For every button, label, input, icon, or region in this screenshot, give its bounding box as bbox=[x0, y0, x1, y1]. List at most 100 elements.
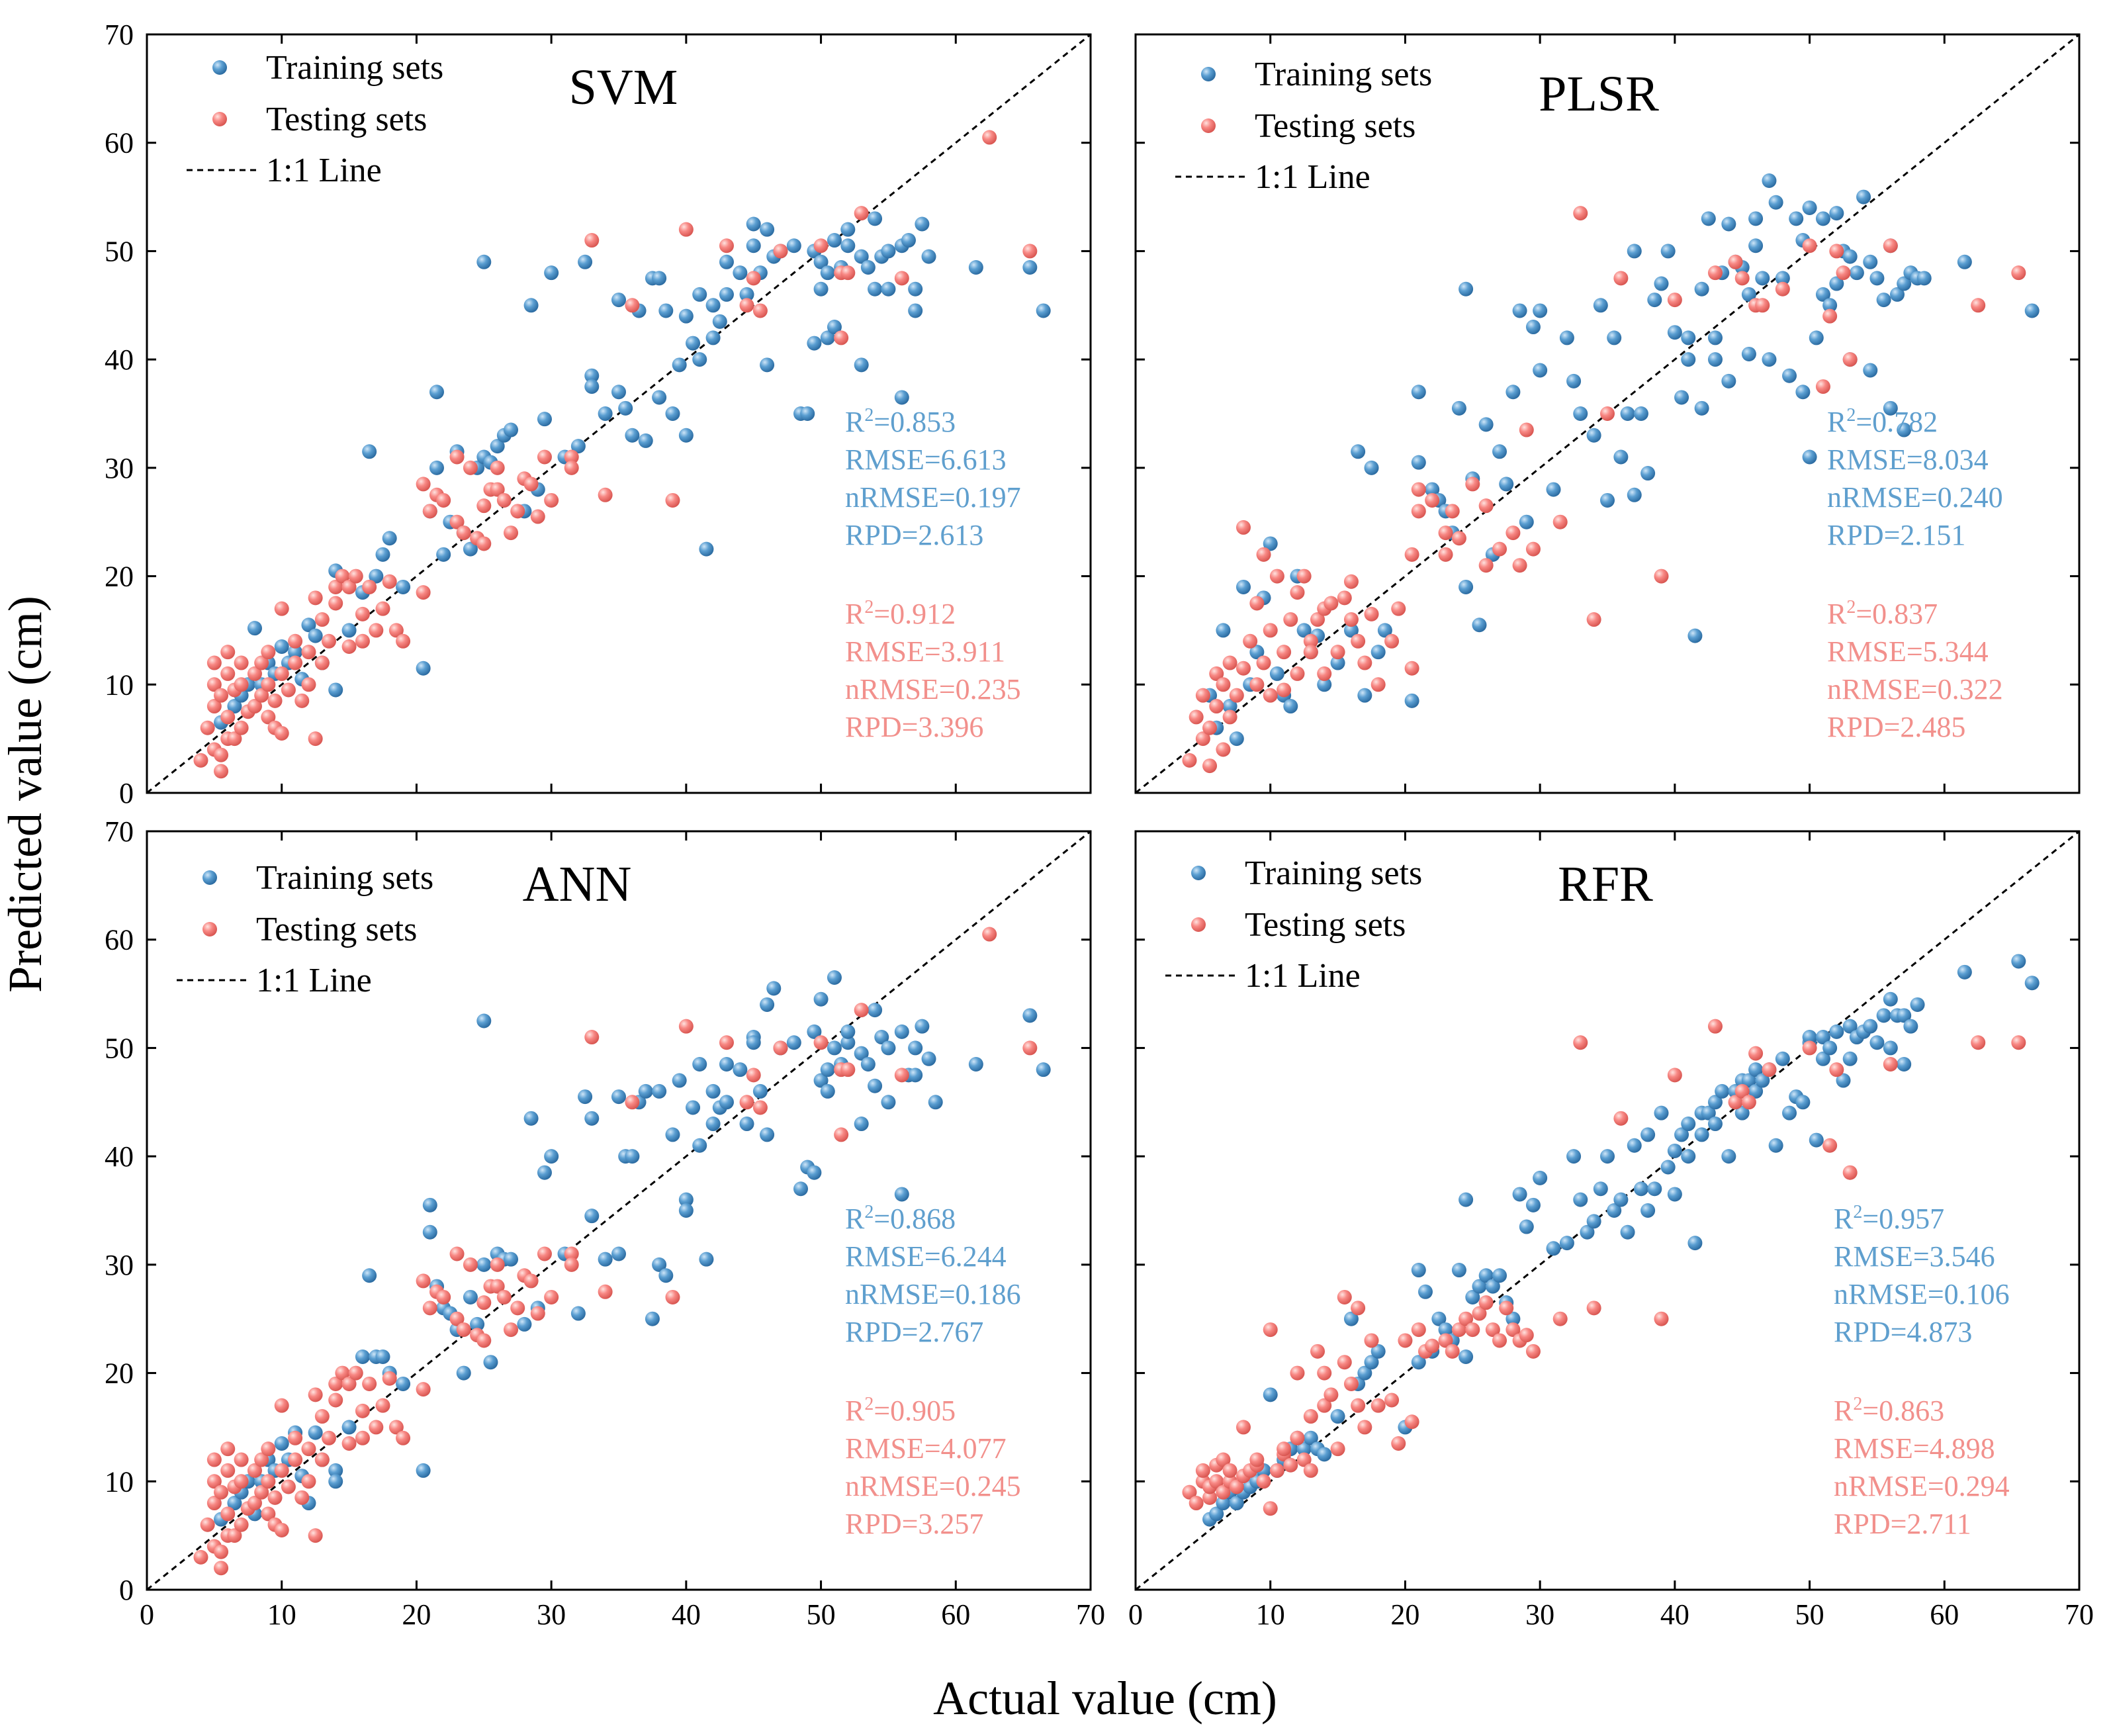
ann-training-point bbox=[686, 1100, 701, 1115]
rfr-training-point bbox=[1903, 1019, 1918, 1034]
rfr-training-point bbox=[1566, 1149, 1582, 1164]
svm-testing-point bbox=[564, 449, 579, 465]
plsr-training-point bbox=[1525, 320, 1541, 335]
ann-testing-point bbox=[261, 1506, 276, 1522]
rfr-legend-testing-label: Testing sets bbox=[1245, 906, 1406, 944]
plsr-train-stat-nrmse: nRMSE=0.240 bbox=[1827, 481, 2003, 514]
ann-testing-point bbox=[388, 1420, 404, 1435]
svm-training-point bbox=[416, 661, 431, 676]
plsr-testing-point bbox=[1277, 682, 1292, 698]
plsr-training-point bbox=[1633, 406, 1648, 421]
ann-testing-point bbox=[449, 1246, 465, 1261]
rfr-training-point bbox=[1370, 1344, 1386, 1359]
ann-training-point bbox=[733, 1062, 748, 1077]
ann-testing-point bbox=[496, 1289, 512, 1304]
ann-testing-point bbox=[314, 1409, 330, 1424]
ann-training-point bbox=[672, 1073, 687, 1088]
ann-legend-training-label: Training sets bbox=[256, 859, 433, 897]
ann-training-point bbox=[422, 1224, 437, 1240]
rfr-training-point bbox=[1451, 1263, 1466, 1278]
ann-training-point bbox=[705, 1117, 721, 1132]
ann-training-point bbox=[504, 1252, 519, 1267]
ann-training-point bbox=[868, 1003, 883, 1018]
ann-training-point bbox=[611, 1089, 626, 1105]
panel-ann: 00 10 10 20 20 30 30 40 40 50 50 60 60 70 70 ANN Trainin… bbox=[105, 815, 1105, 1631]
ann-testing-point bbox=[504, 1322, 519, 1338]
rfr-testing-point bbox=[1222, 1463, 1237, 1478]
plsr-testing-point bbox=[1836, 265, 1851, 281]
plsr-testing-point bbox=[1235, 520, 1251, 535]
ann-training-point bbox=[760, 1127, 775, 1142]
svm-testing-point bbox=[274, 725, 289, 741]
ann-testing-point bbox=[214, 1485, 229, 1500]
plsr-training-point bbox=[1897, 276, 1912, 291]
ann-testing-point bbox=[200, 1517, 215, 1532]
svm-training-point bbox=[490, 439, 505, 454]
plsr-testing-point bbox=[1842, 352, 1858, 367]
ann-y-tick-label: 40 bbox=[105, 1140, 134, 1173]
plsr-testing-point bbox=[2011, 265, 2026, 281]
plsr-training-point bbox=[1229, 731, 1244, 747]
ann-training-point bbox=[584, 1209, 600, 1224]
plsr-training-point bbox=[1451, 400, 1466, 416]
plsr-testing-point bbox=[1222, 709, 1237, 725]
svm-training-point bbox=[436, 547, 451, 562]
rfr-testing-point bbox=[1343, 1376, 1359, 1391]
rfr-training-point bbox=[1748, 1062, 1764, 1077]
plsr-testing-point bbox=[1296, 569, 1312, 584]
svm-training-point bbox=[699, 541, 714, 557]
ann-training-point bbox=[416, 1463, 431, 1478]
plsr-training-point bbox=[1351, 444, 1366, 459]
rfr-testing-point bbox=[1310, 1344, 1325, 1359]
rfr-training-point bbox=[1681, 1149, 1696, 1164]
ann-testing-point bbox=[206, 1496, 222, 1511]
ann-train-stat-nrmse: nRMSE=0.186 bbox=[845, 1278, 1021, 1310]
rfr-testing-point bbox=[1209, 1474, 1224, 1489]
rfr-training-point bbox=[1465, 1289, 1480, 1304]
rfr-testing-point bbox=[1384, 1393, 1400, 1408]
svm-testing-point bbox=[314, 612, 330, 627]
svm-training-point bbox=[760, 357, 775, 373]
svm-testing-point bbox=[234, 655, 249, 670]
ann-training-point bbox=[422, 1197, 437, 1212]
svm-train-stat-nrmse: nRMSE=0.197 bbox=[845, 481, 1021, 514]
rfr-testing-point bbox=[1202, 1490, 1218, 1505]
svm-training-point bbox=[274, 639, 289, 654]
ann-training-point bbox=[652, 1083, 667, 1099]
svm-training-point bbox=[854, 249, 869, 264]
svm-testing-point bbox=[328, 596, 343, 611]
ann-y-tick-label: 50 bbox=[105, 1032, 134, 1064]
svm-testing-point bbox=[476, 536, 492, 551]
rfr-testing-point bbox=[1283, 1457, 1298, 1473]
svm-training-point bbox=[908, 281, 923, 297]
rfr-training-point bbox=[1687, 1236, 1703, 1251]
rfr-training-point bbox=[1802, 1030, 1817, 1045]
ann-testing-point bbox=[234, 1474, 249, 1489]
rfr-training-point bbox=[1478, 1268, 1494, 1283]
ann-x-tick-label: 70 bbox=[1076, 1598, 1105, 1631]
svm-test-stat-rmse: RMSE=3.911 bbox=[845, 635, 1005, 668]
rfr-testing-point bbox=[1398, 1333, 1413, 1348]
rfr-training-point bbox=[1573, 1192, 1588, 1207]
svm-testing-point bbox=[261, 677, 276, 692]
svm-testing-point bbox=[254, 655, 269, 670]
rfr-testing-point bbox=[1499, 1301, 1514, 1316]
plsr-training-point bbox=[1235, 579, 1251, 594]
rfr-testing-point bbox=[1438, 1333, 1453, 1348]
svm-testing-point bbox=[584, 233, 600, 248]
ann-training-point bbox=[881, 1040, 896, 1056]
plsr-training-point bbox=[1492, 444, 1507, 459]
rfr-training-point bbox=[1559, 1236, 1574, 1251]
svm-training-point bbox=[678, 308, 694, 324]
plsr-testing-point bbox=[1343, 612, 1359, 627]
rfr-testing-point bbox=[1748, 1046, 1764, 1061]
plsr-training-point bbox=[1768, 195, 1783, 210]
ann-testing-point bbox=[254, 1485, 269, 1500]
rfr-testing-point bbox=[1370, 1398, 1386, 1413]
rfr-testing-point bbox=[1445, 1344, 1460, 1359]
ann-training-point bbox=[375, 1349, 390, 1365]
svm-testing-point bbox=[449, 514, 465, 529]
plsr-training-point bbox=[1775, 271, 1790, 286]
plsr-testing-point bbox=[1465, 477, 1480, 492]
ann-plot-frame bbox=[146, 830, 1092, 1591]
